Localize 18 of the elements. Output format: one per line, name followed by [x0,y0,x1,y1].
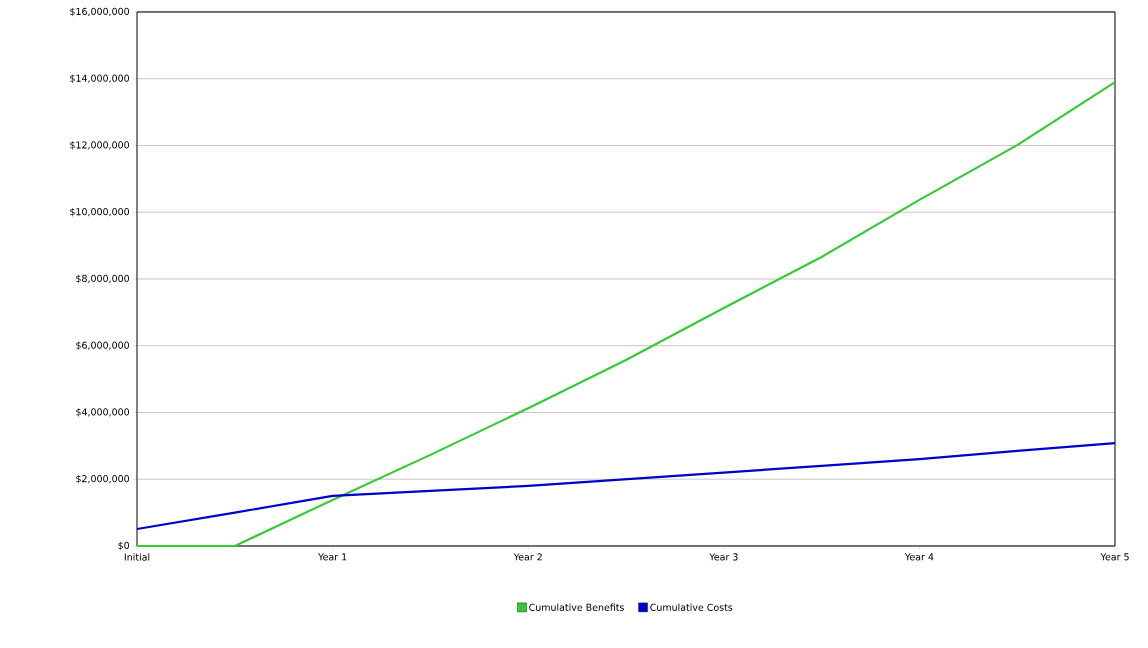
y-tick-label: $14,000,000 [70,74,130,84]
legend-label: Cumulative Benefits [529,603,624,611]
y-tick-label: $6,000,000 [76,341,130,351]
y-tick-label: $0 [118,541,130,551]
x-tick-label: Year 3 [709,553,738,561]
line-series [135,80,1117,548]
y-tick-label: $12,000,000 [70,141,130,150]
y-tick-label: $10,000,000 [70,207,130,217]
x-tick-label: Year 4 [904,553,934,561]
y-tick-label: $16,000,000 [70,7,130,17]
legend-label: Cumulative Costs [650,603,733,611]
x-tick-label: Year 1 [318,553,347,561]
y-tick-label: $4,000,000 [76,408,130,417]
x-tick-label: Year 2 [513,553,542,561]
x-tick-label: Year 5 [1100,553,1129,561]
x-tick-label: Initial [124,553,150,561]
y-tick-label: $8,000,000 [76,274,130,284]
y-tick-label: $2,000,000 [76,474,130,484]
